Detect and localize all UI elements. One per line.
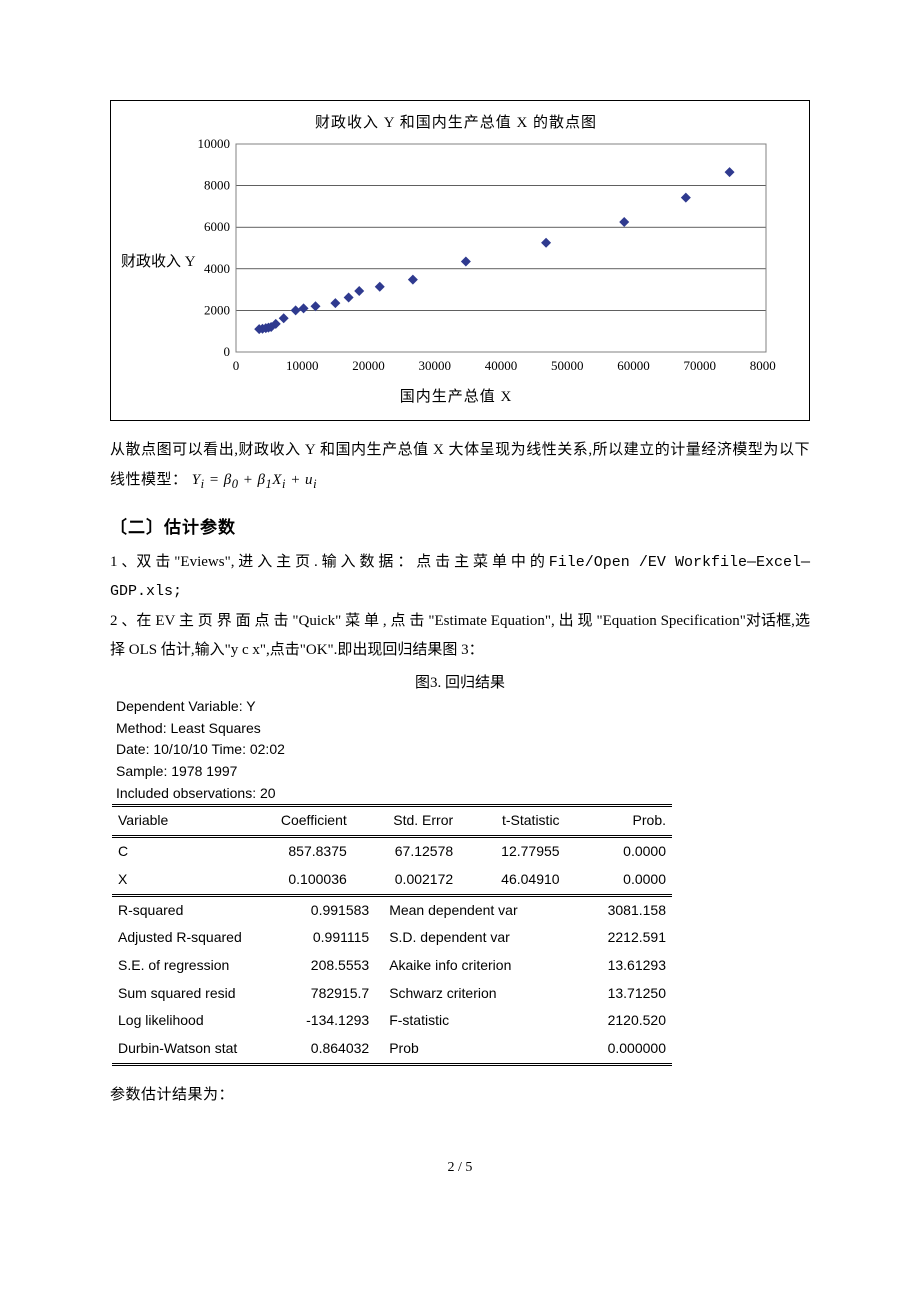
figure-3-caption: 图3. 回归结果 bbox=[110, 671, 810, 692]
stat-value: 0.864032 bbox=[280, 1035, 375, 1064]
cell-variable: C bbox=[112, 837, 246, 866]
chart-title: 财政收入 Y 和国内生产总值 X 的散点图 bbox=[121, 111, 791, 132]
stat-label: Prob bbox=[375, 1035, 560, 1064]
eviews-header-line: Date: 10/10/10 Time: 02:02 bbox=[112, 739, 672, 761]
stat-label: Sum squared resid bbox=[112, 980, 280, 1008]
stat-label: Akaike info criterion bbox=[375, 952, 560, 980]
svg-text:60000: 60000 bbox=[617, 358, 650, 373]
cell-tstat: 46.04910 bbox=[459, 866, 565, 895]
eviews-header-line: Sample: 1978 1997 bbox=[112, 761, 672, 783]
stat-label: Adjusted R-squared bbox=[112, 924, 280, 952]
coef-th-prob: Prob. bbox=[566, 806, 672, 837]
cell-coefficient: 857.8375 bbox=[246, 837, 352, 866]
svg-text:4000: 4000 bbox=[204, 261, 230, 276]
svg-text:0: 0 bbox=[232, 358, 239, 373]
svg-text:6000: 6000 bbox=[204, 219, 230, 234]
eviews-header-block: Dependent Variable: Y Method: Least Squa… bbox=[112, 696, 672, 804]
chart-y-axis-label: 财政收入 Y bbox=[121, 250, 196, 271]
svg-text:2000: 2000 bbox=[204, 302, 230, 317]
svg-text:10000: 10000 bbox=[197, 138, 230, 151]
stat-value: 13.71250 bbox=[560, 980, 672, 1008]
stat-label: Log likelihood bbox=[112, 1007, 280, 1035]
regression-stats-table: R-squared0.991583Mean dependent var3081.… bbox=[112, 897, 672, 1066]
table-row: C857.837567.1257812.779550.0000 bbox=[112, 837, 672, 866]
svg-text:10000: 10000 bbox=[286, 358, 319, 373]
cell-tstat: 12.77955 bbox=[459, 837, 565, 866]
stat-value: 0.000000 bbox=[560, 1035, 672, 1064]
paragraph-after-stats: 参数估计结果为： bbox=[110, 1080, 810, 1110]
cell-stderror: 0.002172 bbox=[353, 866, 459, 895]
coef-th-variable: Variable bbox=[112, 806, 246, 837]
cell-prob: 0.0000 bbox=[566, 866, 672, 895]
chart-plot-area: 0 2000 4000 6000 8000 10000 0 10000 20000 30000 40… bbox=[176, 138, 791, 383]
table-row: X0.1000360.00217246.049100.0000 bbox=[112, 866, 672, 895]
stat-label: Mean dependent var bbox=[375, 897, 560, 925]
eviews-header-line: Method: Least Squares bbox=[112, 718, 672, 740]
svg-text:30000: 30000 bbox=[418, 358, 451, 373]
stat-value: 0.991115 bbox=[280, 924, 375, 952]
stat-value: 13.61293 bbox=[560, 952, 672, 980]
stat-value: 782915.7 bbox=[280, 980, 375, 1008]
stat-value: 3081.158 bbox=[560, 897, 672, 925]
svg-text:0: 0 bbox=[223, 344, 230, 359]
eviews-header-line: Dependent Variable: Y bbox=[112, 696, 672, 718]
eviews-output-block: Dependent Variable: Y Method: Least Squa… bbox=[112, 696, 672, 1066]
svg-text:50000: 50000 bbox=[551, 358, 584, 373]
coef-th-stderror: Std. Error bbox=[353, 806, 459, 837]
scatter-svg: 0 2000 4000 6000 8000 10000 0 10000 20000 30000 40… bbox=[176, 138, 776, 378]
document-page: 财政收入 Y 和国内生产总值 X 的散点图 财政收入 Y 0 2000 4000 60… bbox=[0, 0, 920, 1236]
stat-label: R-squared bbox=[112, 897, 280, 925]
svg-text:80000: 80000 bbox=[749, 358, 775, 373]
stat-value: 2212.591 bbox=[560, 924, 672, 952]
linear-model-formula: Yi = β0 + β1Xi + ui bbox=[192, 472, 317, 488]
cell-coefficient: 0.100036 bbox=[246, 866, 352, 895]
table-row: S.E. of regression208.5553Akaike info cr… bbox=[112, 952, 672, 980]
coef-th-tstat: t-Statistic bbox=[459, 806, 565, 837]
stat-label: S.E. of regression bbox=[112, 952, 280, 980]
instruction-step-1: 1 、双 击 "Eviews", 进 入 主 页 . 输 入 数 据 ： 点 击… bbox=[110, 548, 810, 607]
table-row: Adjusted R-squared0.991115S.D. dependent… bbox=[112, 924, 672, 952]
instruction-1-text: 1 、双 击 "Eviews", 进 入 主 页 . 输 入 数 据 ： 点 击… bbox=[110, 554, 549, 570]
svg-text:20000: 20000 bbox=[352, 358, 385, 373]
instruction-step-2: 2 、在 EV 主 页 界 面 点 击 "Quick" 菜 单 , 点 击 "E… bbox=[110, 607, 810, 666]
stat-label: Durbin-Watson stat bbox=[112, 1035, 280, 1064]
table-row: Sum squared resid782915.7Schwarz criteri… bbox=[112, 980, 672, 1008]
section-2-heading: 〔二〕估计参数 bbox=[110, 513, 810, 538]
stat-label: F-statistic bbox=[375, 1007, 560, 1035]
cell-prob: 0.0000 bbox=[566, 837, 672, 866]
stat-label: S.D. dependent var bbox=[375, 924, 560, 952]
scatter-chart-container: 财政收入 Y 和国内生产总值 X 的散点图 财政收入 Y 0 2000 4000 60… bbox=[110, 100, 810, 421]
eviews-header-line: Included observations: 20 bbox=[112, 783, 672, 805]
chart-x-axis-label: 国内生产总值 X bbox=[121, 385, 791, 406]
coef-th-coefficient: Coefficient bbox=[246, 806, 352, 837]
stat-value: 2120.520 bbox=[560, 1007, 672, 1035]
svg-text:40000: 40000 bbox=[484, 358, 517, 373]
table-row: Log likelihood-134.1293F-statistic2120.5… bbox=[112, 1007, 672, 1035]
cell-variable: X bbox=[112, 866, 246, 895]
stat-label: Schwarz criterion bbox=[375, 980, 560, 1008]
paragraph-after-chart: 从散点图可以看出,财政收入 Y 和国内生产总值 X 大体呈现为线性关系,所以建立… bbox=[110, 435, 810, 497]
stat-value: 0.991583 bbox=[280, 897, 375, 925]
table-row: Durbin-Watson stat0.864032Prob0.000000 bbox=[112, 1035, 672, 1064]
svg-text:8000: 8000 bbox=[204, 178, 230, 193]
coefficient-table: Variable Coefficient Std. Error t-Statis… bbox=[112, 804, 672, 896]
svg-text:70000: 70000 bbox=[683, 358, 716, 373]
stat-value: -134.1293 bbox=[280, 1007, 375, 1035]
table-row: R-squared0.991583Mean dependent var3081.… bbox=[112, 897, 672, 925]
page-number: 2 / 5 bbox=[110, 1160, 810, 1176]
stat-value: 208.5553 bbox=[280, 952, 375, 980]
cell-stderror: 67.12578 bbox=[353, 837, 459, 866]
